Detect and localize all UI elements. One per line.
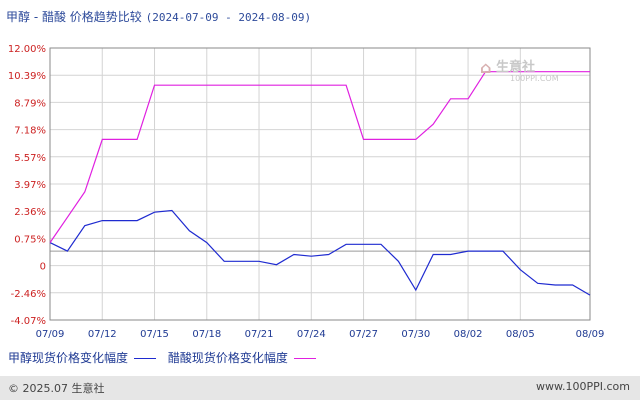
y-tick-label: 3.97% [14, 180, 46, 191]
copyright-text: © 2025.07 生意社 [8, 382, 105, 395]
y-tick-label: 12.00% [8, 44, 46, 55]
grid-lines [49, 47, 591, 321]
house-logo-icon: ⌂ [480, 58, 492, 77]
footer: © 2025.07 生意社 www.100PPI.com [0, 376, 640, 400]
legend-item-1: 甲醇现货价格变化幅度 [8, 349, 157, 366]
y-tick-label: 5.57% [14, 153, 46, 164]
x-tick-label: 07/12 [88, 329, 117, 340]
y-tick-label: 7.18% [14, 126, 46, 137]
y-tick-labels: 12.00% 10.39% 8.79% 7.18% 5.57% 3.97% 2.36% 0.7… [8, 44, 46, 327]
chart-title: 甲醇 - 醋酸 价格趋势比较 (2024-07-09 - 2024-08-09) [6, 8, 311, 25]
legend: 甲醇现货价格变化幅度 醋酸现货价格变化幅度 [8, 349, 324, 366]
title-date-range: (2024-07-09 - 2024-08-09) [145, 11, 312, 24]
x-tick-label: 07/24 [297, 329, 326, 340]
y-tick-label: -2.46% [11, 289, 46, 300]
watermark-logo: ⌂ 生意社 [480, 56, 535, 77]
x-tick-label: 07/09 [36, 329, 65, 340]
x-tick-label: 08/02 [454, 329, 483, 340]
title-text: 甲醇 - 醋酸 价格趋势比较 [6, 10, 142, 24]
y-tick-label: 0.75% [14, 234, 46, 245]
x-tick-label: 08/05 [506, 329, 535, 340]
plot-frame [49, 47, 591, 321]
legend-swatch-1 [134, 358, 157, 359]
y-tick-label: -4.07% [11, 316, 46, 327]
y-tick-label: 8.79% [14, 98, 46, 109]
x-tick-label: 07/21 [245, 329, 274, 340]
legend-item-2: 醋酸现货价格变化幅度 [168, 349, 316, 366]
x-tick-label: 07/18 [192, 329, 221, 340]
y-tick-label: 10.39% [8, 71, 46, 82]
watermark-text: 生意社 [495, 60, 535, 75]
legend-label-1: 甲醇现货价格变化幅度 [8, 351, 129, 365]
legend-label-2: 醋酸现货价格变化幅度 [167, 351, 288, 365]
site-link[interactable]: www.100PPI.com [536, 380, 630, 393]
legend-swatch-2 [293, 358, 316, 359]
x-tick-label: 07/15 [140, 329, 169, 340]
x-tick-label: 08/09 [576, 329, 605, 340]
x-tick-labels: 07/09 07/12 07/15 07/18 07/21 07/24 07/27 07/30… [36, 329, 605, 340]
x-tick-label: 07/30 [401, 329, 430, 340]
y-tick-label: 2.36% [14, 207, 46, 218]
series-line-2 [49, 71, 590, 243]
watermark-sub: 100PPI.COM [510, 74, 559, 83]
x-tick-label: 07/27 [349, 329, 378, 340]
series-line-1 [49, 209, 591, 296]
y-tick-label: 0 [40, 262, 46, 273]
series-lines [49, 71, 591, 296]
